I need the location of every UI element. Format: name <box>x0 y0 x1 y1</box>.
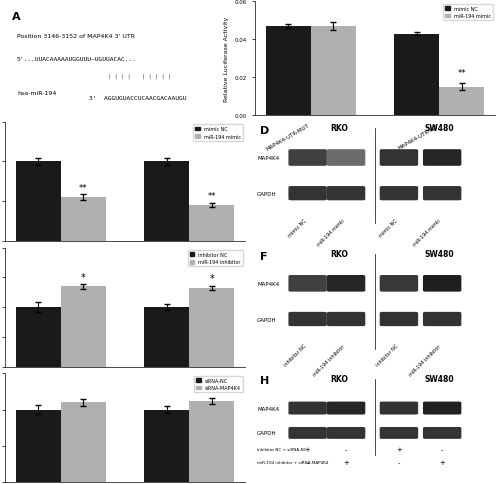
FancyBboxPatch shape <box>423 150 462 166</box>
Text: -: - <box>441 446 444 452</box>
Text: 3'  AGGUGUACCUCAACGACAAUGU: 3' AGGUGUACCUCAACGACAAUGU <box>89 95 186 100</box>
FancyBboxPatch shape <box>380 150 418 166</box>
FancyBboxPatch shape <box>380 275 418 292</box>
Text: 5'...UUACAAAAAUGGUUU—UGUUACAC...: 5'...UUACAAAAAUGGUUU—UGUUACAC... <box>17 57 137 62</box>
Text: **: ** <box>79 183 88 192</box>
Bar <box>61 198 106 241</box>
Text: mimic NC: mimic NC <box>288 217 308 238</box>
Text: +: + <box>304 446 310 452</box>
Text: miR-194 mimic: miR-194 mimic <box>316 217 346 247</box>
Text: inhibitor NC: inhibitor NC <box>374 343 399 367</box>
Bar <box>144 307 190 367</box>
Text: miR-194 inhibitor: miR-194 inhibitor <box>408 343 442 377</box>
Text: | | | |: | | | | <box>108 74 131 79</box>
Text: hsa-miR-194: hsa-miR-194 <box>17 91 56 96</box>
Text: RKO: RKO <box>330 374 348 383</box>
Text: miR-194 inhibitor + siRNA-MAP4K4: miR-194 inhibitor + siRNA-MAP4K4 <box>257 460 328 464</box>
Text: miR-194 inhibitor: miR-194 inhibitor <box>312 343 346 377</box>
Text: **: ** <box>458 69 466 78</box>
Text: +: + <box>439 459 445 465</box>
FancyBboxPatch shape <box>423 402 462 415</box>
Bar <box>16 307 61 367</box>
FancyBboxPatch shape <box>327 402 366 415</box>
Bar <box>16 409 61 482</box>
Text: *: * <box>81 272 86 282</box>
FancyBboxPatch shape <box>380 402 418 415</box>
FancyBboxPatch shape <box>423 312 462 327</box>
FancyBboxPatch shape <box>288 150 327 166</box>
Point <box>372 126 378 132</box>
Text: GAPDH: GAPDH <box>257 431 277 436</box>
Bar <box>144 409 190 482</box>
Bar <box>61 403 106 482</box>
Bar <box>266 27 310 116</box>
Text: RKO: RKO <box>330 124 348 133</box>
FancyBboxPatch shape <box>423 427 462 439</box>
Text: inhibitor NC + siRNA-NC: inhibitor NC + siRNA-NC <box>257 447 306 451</box>
FancyBboxPatch shape <box>288 427 327 439</box>
Text: | | | | |: | | | | | <box>142 74 171 79</box>
Point <box>372 251 378 257</box>
Y-axis label: Relative Luciferase Activity: Relative Luciferase Activity <box>224 16 230 102</box>
Text: D: D <box>260 126 269 136</box>
Text: A: A <box>12 12 21 21</box>
FancyBboxPatch shape <box>288 275 327 292</box>
Bar <box>144 162 190 241</box>
FancyBboxPatch shape <box>380 427 418 439</box>
Point <box>372 221 378 227</box>
FancyBboxPatch shape <box>327 275 366 292</box>
Text: +: + <box>343 459 349 465</box>
FancyBboxPatch shape <box>327 427 366 439</box>
Bar <box>190 206 234 241</box>
Text: GAPDH: GAPDH <box>257 317 277 322</box>
Text: SW480: SW480 <box>425 374 454 383</box>
FancyBboxPatch shape <box>423 275 462 292</box>
Text: SW480: SW480 <box>425 249 454 258</box>
Legend: siRNA-NC, siRNA-MAP4K4: siRNA-NC, siRNA-MAP4K4 <box>194 376 243 393</box>
Text: GAPDH: GAPDH <box>257 191 277 197</box>
Bar <box>394 34 439 116</box>
FancyBboxPatch shape <box>380 312 418 327</box>
Point <box>372 376 378 382</box>
FancyBboxPatch shape <box>288 187 327 201</box>
Legend: mimic NC, miR-194 mimic: mimic NC, miR-194 mimic <box>193 125 243 141</box>
Text: inhibitor NC: inhibitor NC <box>284 343 308 367</box>
Text: MAP4K4: MAP4K4 <box>257 406 280 411</box>
Text: Position 3146-3152 of MAP4K4 3' UTR: Position 3146-3152 of MAP4K4 3' UTR <box>17 34 135 39</box>
Text: H: H <box>260 375 269 385</box>
Text: **: ** <box>208 192 216 201</box>
Text: miR-194 mimic: miR-194 mimic <box>412 217 442 247</box>
Text: RKO: RKO <box>330 249 348 258</box>
Text: -: - <box>345 446 348 452</box>
Bar <box>190 288 234 367</box>
FancyBboxPatch shape <box>288 402 327 415</box>
FancyBboxPatch shape <box>380 187 418 201</box>
Legend: inhibitor NC, miR-194 inhibitor: inhibitor NC, miR-194 inhibitor <box>188 251 243 267</box>
Text: F: F <box>260 252 267 262</box>
Text: mimic NC: mimic NC <box>378 217 399 238</box>
Text: MAP4K4: MAP4K4 <box>257 281 280 286</box>
FancyBboxPatch shape <box>327 187 366 201</box>
Text: MAP4K4: MAP4K4 <box>257 156 280 161</box>
Text: +: + <box>396 446 402 452</box>
Text: *: * <box>210 274 214 284</box>
Text: -: - <box>398 459 400 465</box>
FancyBboxPatch shape <box>327 312 366 327</box>
Text: SW480: SW480 <box>425 124 454 133</box>
Bar <box>190 401 234 482</box>
Bar <box>61 287 106 367</box>
Bar <box>16 162 61 241</box>
Bar <box>439 88 484 116</box>
Legend: mimic NC, miR-194 mimic: mimic NC, miR-194 mimic <box>443 5 492 21</box>
Point <box>372 346 378 352</box>
Point <box>372 452 378 457</box>
FancyBboxPatch shape <box>423 187 462 201</box>
FancyBboxPatch shape <box>327 150 366 166</box>
Text: -: - <box>306 459 309 465</box>
FancyBboxPatch shape <box>288 312 327 327</box>
Bar <box>310 27 356 116</box>
